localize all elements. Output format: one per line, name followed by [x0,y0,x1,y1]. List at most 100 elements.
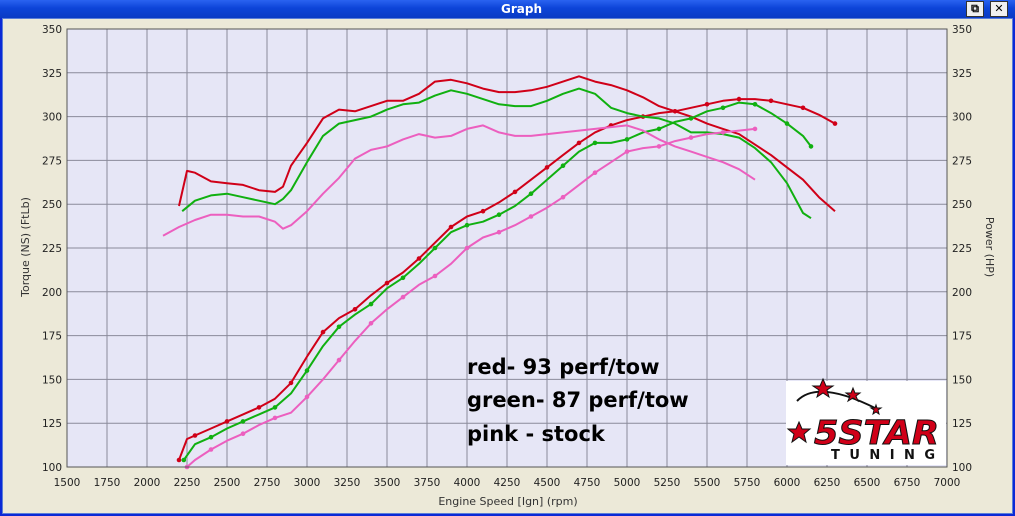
y-right-tick-label: 100 [952,462,972,474]
data-point-pink [656,144,662,149]
star-icon [844,386,862,403]
data-point-green [528,191,534,196]
data-point-green [240,419,246,424]
plot-frame [66,28,948,468]
x-tick-label: 5250 [654,477,681,489]
data-point-green [808,144,814,149]
restore-button[interactable]: ⧉ [966,1,984,17]
window-title: Graph [501,2,542,16]
y-right-tick-label: 200 [952,287,972,299]
data-point-green [656,126,662,132]
data-point-green [181,457,187,463]
y-left-tick-label: 150 [42,374,62,386]
x-tick-label: 4750 [574,477,601,489]
x-tick-label: 6000 [774,477,801,489]
data-point-green [720,105,726,111]
y-right-tick-label: 150 [952,374,972,386]
x-tick-label: 3500 [374,477,401,489]
y-left-tick-label: 125 [42,418,62,430]
data-point-pink [272,415,278,421]
data-point-green [752,102,758,107]
series-green-torque [181,87,812,220]
y-right-tick-label: 225 [952,243,972,255]
data-point-red [672,109,678,114]
y-axis-left-ticks: 100 125 150 175 200 225 250 275 300 325 350 [42,24,62,474]
x-tick-label: 1500 [54,477,81,489]
data-point-green [304,368,310,373]
x-tick-label: 3250 [334,477,361,489]
data-point-red [352,307,358,312]
x-tick-label: 5000 [614,477,641,489]
data-point-pink [624,149,630,154]
data-point-pink [560,194,566,200]
x-tick-label: 6500 [854,477,881,489]
logo-5star: 5STAR [814,413,939,452]
x-tick-label: 4000 [454,477,481,489]
y-right-tick-label: 250 [952,199,972,211]
y-left-tick-label: 350 [42,24,62,36]
data-point-pink [208,447,214,452]
y-axis-left-label: Torque (NS) (FtLb) [19,197,32,298]
data-point-red [224,419,230,424]
close-button[interactable]: ✕ [990,1,1008,17]
data-point-green [624,137,630,142]
y-right-tick-label: 325 [952,68,972,80]
data-point-green [432,245,438,251]
data-point-green [336,324,342,330]
y-right-tick-label: 350 [952,24,972,36]
data-point-pink [528,214,534,219]
y-left-tick-label: 225 [42,243,62,255]
x-axis-label: Engine Speed [Ign] (rpm) [438,495,577,508]
data-point-red [256,405,262,410]
data-point-pink [368,321,374,326]
data-point-pink [752,126,758,132]
series-pink-torque [162,124,756,237]
x-axis-ticks: 1500 1750 2000 2250 2500 2750 3000 3250 3500 3750… [54,477,961,489]
data-point-pink [240,431,246,437]
y-left-tick-label: 250 [42,199,62,211]
x-tick-label: 6250 [814,477,841,489]
data-point-green [400,275,406,281]
data-point-red [416,256,422,261]
annotation-red: red- 93 perf/tow [467,355,660,379]
x-tick-label: 2250 [174,477,201,489]
star-icon [786,420,812,444]
data-point-red [512,189,518,195]
y-left-tick-label: 275 [42,155,62,167]
x-tick-label: 3750 [414,477,441,489]
x-tick-label: 6750 [894,477,921,489]
data-point-pink [688,135,694,140]
series-layer [162,75,838,470]
data-point-pink [304,394,310,400]
data-point-pink [496,229,502,235]
annotation-pink: pink - stock [467,422,606,446]
y-left-tick-label: 100 [42,462,62,474]
y-left-tick-label: 300 [42,112,62,124]
y-left-tick-label: 200 [42,287,62,299]
data-point-green [272,405,278,410]
data-point-red [448,224,454,230]
data-point-red [800,105,806,111]
data-point-red [736,96,742,102]
annotation-green: green- 87 perf/tow [467,388,689,412]
data-point-green [560,163,566,168]
data-point-pink [720,130,726,135]
data-point-red [480,208,486,214]
data-point-green [464,222,470,228]
data-point-green [496,212,502,217]
x-tick-label: 4250 [494,477,521,489]
data-point-green [784,121,790,126]
y-left-tick-label: 325 [42,68,62,80]
x-tick-label: 5750 [734,477,761,489]
y-right-tick-label: 175 [952,331,972,343]
data-point-green [688,116,694,121]
x-tick-label: 2750 [254,477,281,489]
data-point-red [544,165,550,170]
data-point-pink [592,170,598,175]
x-tick-label: 5500 [694,477,721,489]
star-icon [811,377,835,399]
x-tick-label: 3000 [294,477,321,489]
graph-window: 1500 1750 2000 2250 2500 2750 3000 3250 3500 3750… [2,18,1013,514]
data-point-pink [400,294,406,300]
window-titlebar: Graph ⧉ ✕ [0,0,1015,18]
